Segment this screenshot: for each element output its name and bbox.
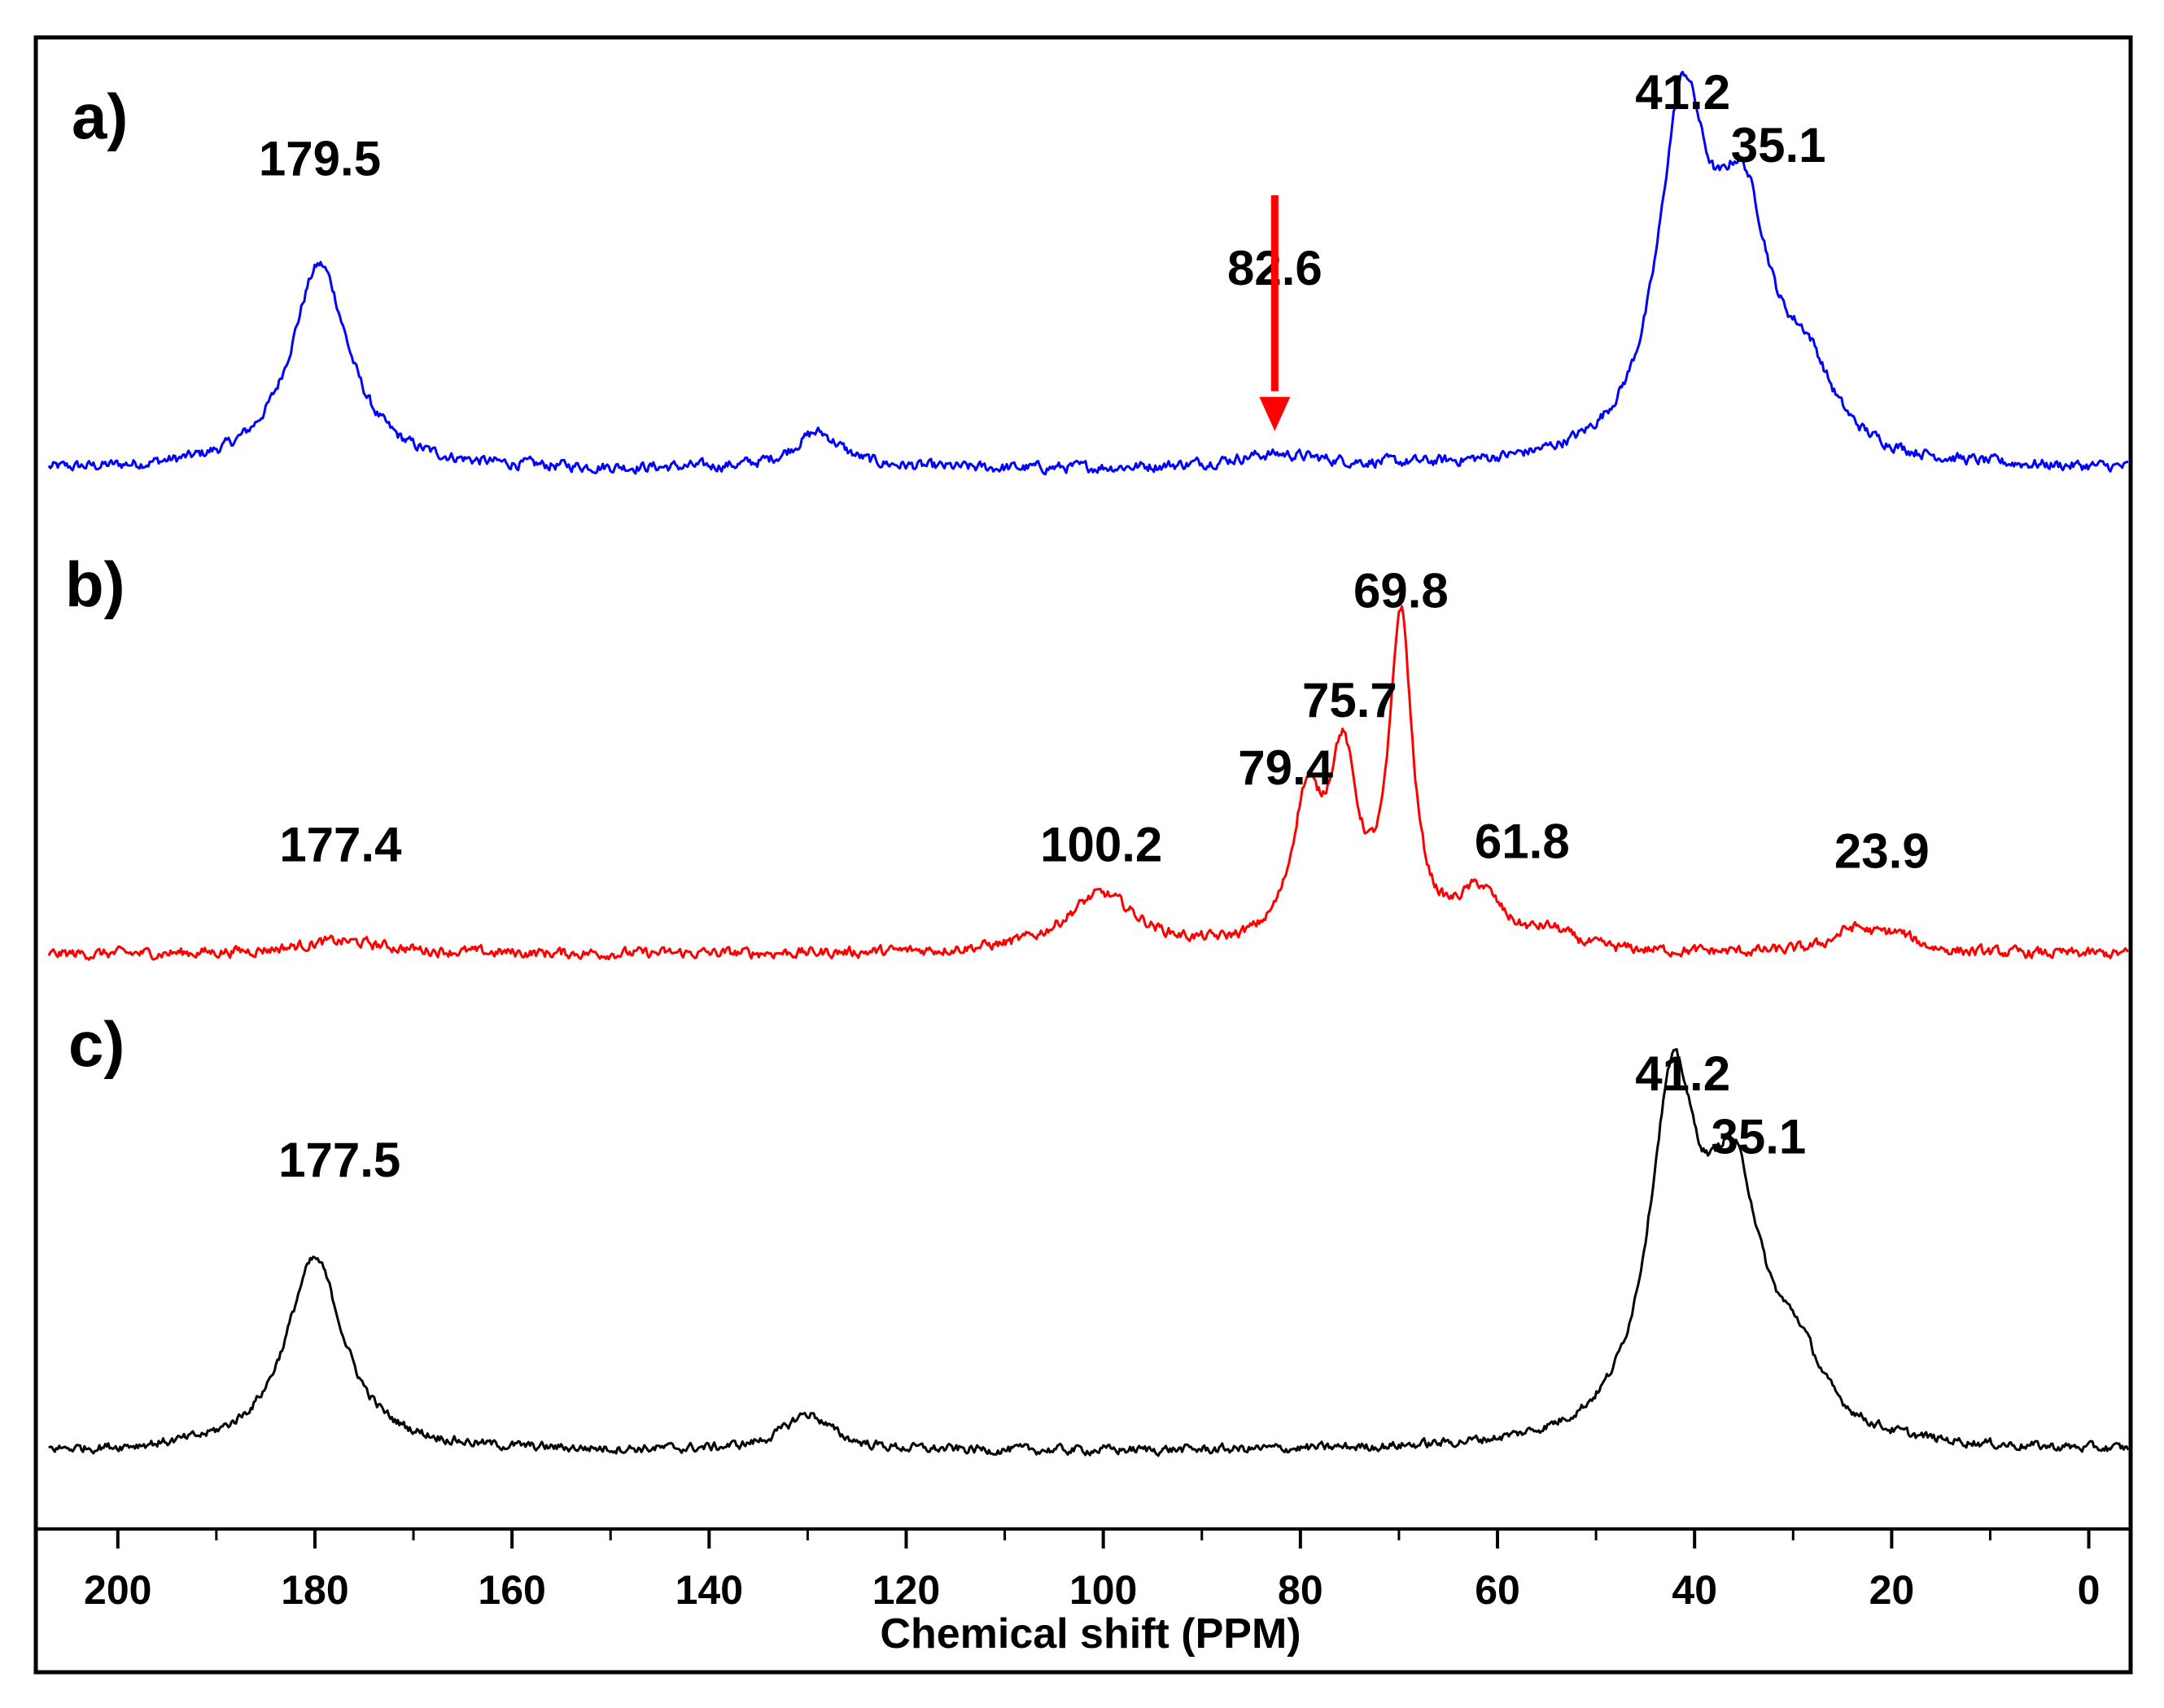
spectra-layer: a)179.582.641.235.1b)177.4100.279.475.76… bbox=[47, 65, 2130, 1457]
peak-label: 69.8 bbox=[1353, 564, 1449, 618]
panel-label: a) bbox=[72, 81, 128, 152]
peak-label: 23.9 bbox=[1834, 824, 1930, 879]
peak-label: 177.4 bbox=[279, 818, 402, 872]
figure-frame bbox=[33, 35, 2133, 1675]
spectrum-line bbox=[48, 1048, 2130, 1457]
peak-label: 41.2 bbox=[1635, 65, 1730, 120]
x-tick-label: 200 bbox=[84, 1567, 151, 1613]
x-tick-label: 20 bbox=[1869, 1567, 1915, 1613]
x-axis-ticks: 200 180 160 140 120 100 80 60 40 20 0 bbox=[84, 1529, 2100, 1613]
peak-label: 79.4 bbox=[1238, 740, 1333, 795]
panel-label: b) bbox=[65, 548, 125, 620]
x-tick-label: 120 bbox=[872, 1567, 940, 1613]
x-tick-label: 100 bbox=[1069, 1567, 1137, 1613]
peak-label: 177.5 bbox=[278, 1133, 400, 1187]
x-tick-label: 80 bbox=[1278, 1567, 1323, 1613]
peak-label: 35.1 bbox=[1731, 118, 1826, 173]
x-tick-label: 140 bbox=[675, 1567, 743, 1613]
spectrum-panel-2: b) 177.4 100.2 79.4 75.7 69.8 61.8 23.9 bbox=[47, 548, 2130, 961]
x-tick-label: 160 bbox=[478, 1567, 545, 1613]
spectrum-line bbox=[47, 71, 2129, 476]
peak-label: 41.2 bbox=[1635, 1046, 1730, 1101]
peak-label: 179.5 bbox=[259, 132, 381, 186]
peak-label: 75.7 bbox=[1302, 673, 1397, 727]
peak-label: 61.8 bbox=[1475, 815, 1570, 869]
peak-label: 100.2 bbox=[1040, 818, 1162, 872]
x-tick-label: 0 bbox=[2078, 1567, 2101, 1613]
spectrum-line bbox=[47, 605, 2130, 961]
panel-label: c) bbox=[68, 1008, 125, 1080]
x-axis-title: Chemical shift (PPM) bbox=[880, 1610, 1301, 1658]
x-axis: 200 180 160 140 120 100 80 60 40 20 0 Chemical shi… bbox=[36, 1527, 2131, 1658]
spectrum-panel-3: c) 177.5 41.2 35.1 bbox=[48, 1008, 2130, 1457]
x-tick-label: 180 bbox=[281, 1567, 348, 1613]
x-tick-label: 60 bbox=[1475, 1567, 1520, 1613]
arrow-head bbox=[1259, 396, 1291, 431]
spectrum-panel-1: a)179.582.641.235.1 bbox=[47, 65, 2129, 476]
x-tick-label: 40 bbox=[1672, 1567, 1717, 1613]
peak-label: 35.1 bbox=[1712, 1110, 1807, 1164]
